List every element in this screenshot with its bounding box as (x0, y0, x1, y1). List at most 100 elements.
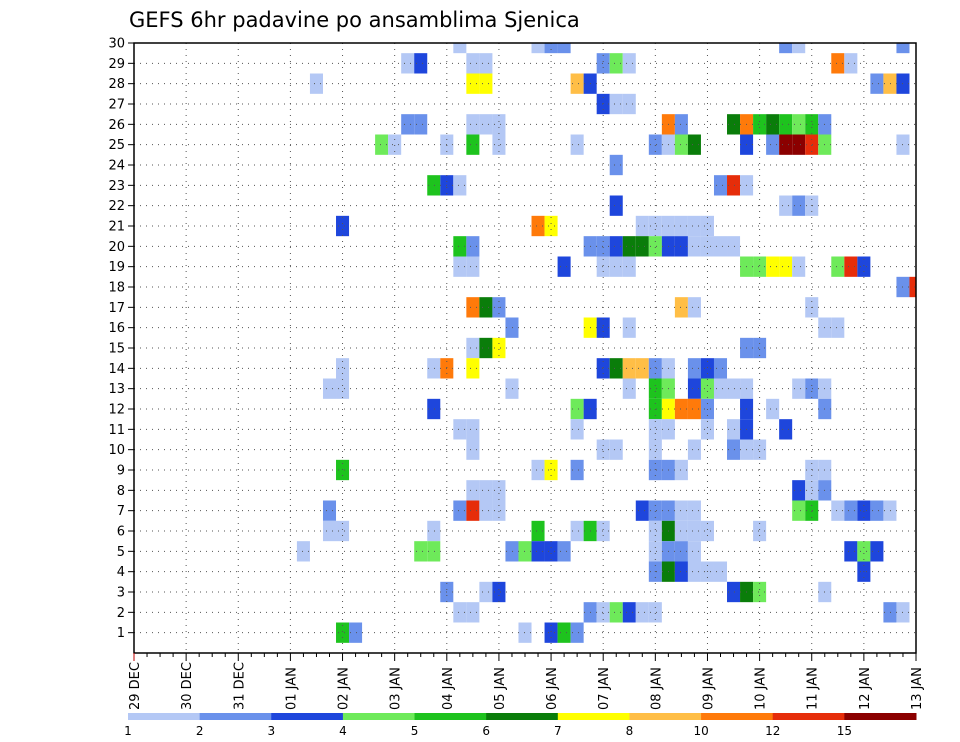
heatmap-cell (466, 134, 480, 155)
heatmap-cell (687, 561, 701, 582)
heatmap-cell (466, 297, 480, 318)
heatmap-cell (570, 520, 584, 542)
heatmap-cell (779, 114, 793, 135)
heatmap-cell (492, 134, 506, 155)
heatmap-cell (427, 358, 441, 379)
heatmap-cell (609, 358, 623, 379)
heatmap-cell (870, 500, 884, 521)
heatmap-cell (766, 398, 780, 420)
heatmap-cell (727, 378, 741, 399)
y-tick-label: 25 (108, 138, 125, 153)
heatmap-cell (909, 276, 916, 298)
y-tick-label: 21 (108, 220, 125, 235)
heatmap-cell (309, 73, 323, 94)
y-tick-label: 11 (108, 423, 125, 438)
heatmap-cell (635, 215, 649, 237)
heatmap-cell (492, 337, 506, 359)
heatmap-cell (531, 43, 545, 54)
colorbar-swatch (486, 713, 559, 720)
heatmap-cell (727, 581, 741, 603)
y-tick-label: 6 (117, 525, 125, 540)
heatmap-cell (792, 43, 806, 54)
heatmap-cell (687, 439, 701, 460)
heatmap-cell (622, 256, 636, 277)
heatmap-cell (453, 419, 467, 440)
heatmap-cell (792, 256, 806, 277)
heatmap-cell (466, 53, 480, 74)
heatmap-cell (531, 215, 545, 237)
heatmap-cell (609, 154, 623, 176)
x-tick-label: 05 JAN (493, 667, 508, 710)
colorbar-swatch (844, 713, 917, 720)
heatmap-cell (779, 43, 793, 54)
heatmap-cell (336, 358, 350, 379)
heatmap-cell (544, 622, 558, 643)
heatmap-cell (700, 358, 714, 379)
x-tick-label: 07 JAN (597, 667, 612, 710)
heatmap-cell (466, 602, 480, 623)
heatmap-cell (596, 53, 610, 74)
y-tick-label: 13 (108, 382, 125, 397)
heatmap-cell (831, 317, 845, 338)
y-tick-label: 14 (108, 362, 125, 377)
heatmap-cell (609, 53, 623, 74)
heatmap-cell (401, 114, 415, 135)
heatmap-cell (479, 297, 493, 318)
heatmap-cell (635, 602, 649, 623)
colorbar-label: 3 (267, 724, 275, 738)
heatmap-cell (727, 439, 741, 460)
heatmap-cell (674, 114, 688, 135)
heatmap-cell (687, 500, 701, 521)
heatmap-cell (713, 236, 728, 257)
heatmap-cell (779, 195, 793, 216)
heatmap-cell (687, 398, 701, 420)
heatmap-cell (857, 541, 871, 562)
heatmap-cell (844, 541, 858, 562)
colorbar-swatch (701, 713, 774, 720)
x-tick-label: 03 JAN (389, 667, 404, 710)
heatmap-cell (414, 53, 428, 74)
heatmap-cell (479, 114, 493, 135)
heatmap-cell (713, 175, 728, 196)
heatmap-cell (648, 439, 662, 460)
heatmap-cell (766, 114, 780, 135)
colorbar-label: 6 (482, 724, 490, 738)
y-tick-label: 3 (117, 586, 125, 601)
y-tick-label: 29 (108, 57, 125, 72)
heatmap-cell (674, 561, 688, 582)
y-tick-label: 27 (108, 98, 125, 113)
heatmap-cell (531, 520, 545, 542)
heatmap-cell (713, 358, 728, 379)
x-tick-label: 29 DEC (128, 662, 143, 710)
heatmap-cell (844, 500, 858, 521)
heatmap-cell (336, 215, 350, 237)
heatmap-cell (687, 236, 701, 257)
heatmap-cell (557, 622, 571, 643)
heatmap-cell (674, 398, 688, 420)
heatmap-cell (766, 134, 780, 155)
heatmap-cell (805, 378, 819, 399)
heatmap-cell (883, 500, 897, 521)
y-tick-label: 24 (108, 159, 125, 174)
heatmap-cell (831, 53, 845, 74)
heatmap-cell (427, 541, 441, 562)
heatmap-cell (466, 236, 480, 257)
heatmap-cell (505, 541, 519, 562)
x-tick-label: 01 JAN (284, 667, 299, 710)
y-tick-label: 19 (108, 260, 125, 275)
heatmap-cell (844, 256, 858, 277)
y-tick-label: 5 (117, 545, 125, 560)
heatmap-cell (648, 358, 662, 379)
heatmap-cell (570, 134, 584, 155)
heatmap-cell (570, 73, 584, 94)
heatmap-cell (466, 256, 480, 277)
heatmap-cell (687, 520, 701, 542)
heatmap-cell (687, 134, 701, 155)
heatmap-cell (753, 581, 767, 603)
y-tick-label: 7 (117, 504, 125, 519)
y-tick-label: 20 (108, 240, 125, 255)
heatmap-cell (753, 114, 767, 135)
heatmap-cell (857, 500, 871, 521)
colorbar-label: 2 (196, 724, 204, 738)
